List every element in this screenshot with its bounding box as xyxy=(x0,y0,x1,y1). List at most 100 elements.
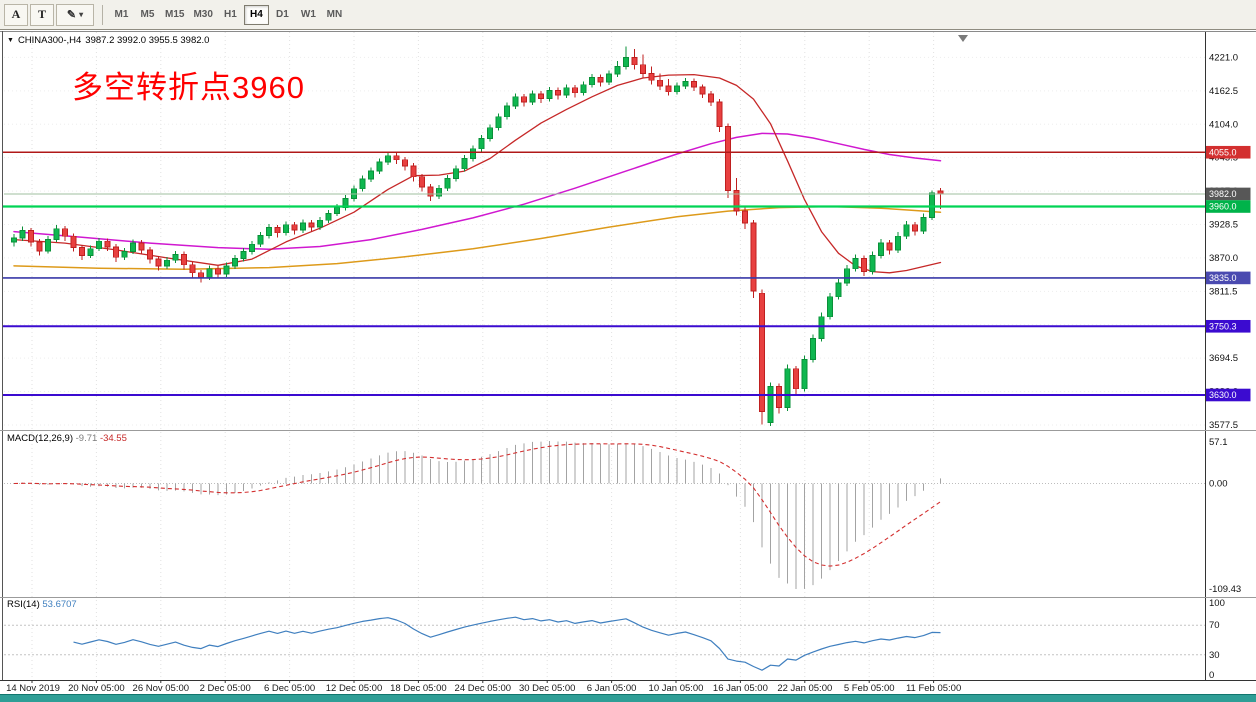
price-tick-label: 3928.5 xyxy=(1209,219,1238,230)
macd-main-value: -9.71 xyxy=(75,433,98,444)
candle-body xyxy=(308,222,315,228)
timeframe-h1[interactable]: H1 xyxy=(218,5,243,25)
candle-body xyxy=(461,158,468,170)
candle-body xyxy=(130,242,136,253)
time-axis-label: 14 Nov 2019 xyxy=(6,683,60,694)
font-tool-button[interactable]: A xyxy=(4,3,28,26)
hlines-layer xyxy=(2,151,1205,396)
candle-body xyxy=(172,254,179,261)
macd-axis-label: -109.43 xyxy=(1209,584,1241,595)
chart-shift-icon[interactable] xyxy=(958,35,968,42)
timeframe-m15[interactable]: M15 xyxy=(161,5,188,25)
candle-body xyxy=(359,178,366,190)
candle-body xyxy=(368,170,374,180)
candle-body xyxy=(580,84,587,94)
candle-body xyxy=(410,165,417,178)
candle-body xyxy=(572,87,578,94)
price-badge xyxy=(1205,271,1251,285)
candle-body xyxy=(138,242,145,251)
candle-body xyxy=(895,235,901,251)
candle-body xyxy=(512,96,519,107)
timeframe-w1[interactable]: W1 xyxy=(296,5,321,25)
time-axis-label: 22 Jan 05:00 xyxy=(777,683,832,694)
candle-body xyxy=(444,178,451,189)
price-tick-label: 4104.0 xyxy=(1209,119,1238,130)
candle-body xyxy=(750,222,757,292)
time-axis: 14 Nov 2019 20 Nov 05:00 26 Nov 05:00 2 Dec… xyxy=(6,680,961,694)
candle-body xyxy=(640,64,646,74)
candle-body xyxy=(495,116,502,129)
rsi-indicator-label: RSI(14) 53.6707 xyxy=(7,599,77,610)
candle-body xyxy=(240,251,247,259)
chart-annotation[interactable]: 多空转折点3960 xyxy=(72,70,305,105)
candle-body xyxy=(699,86,706,95)
candle-body xyxy=(776,386,782,408)
candle-body xyxy=(555,90,561,96)
time-axis-label: 16 Jan 05:00 xyxy=(713,683,768,694)
candle-body xyxy=(419,176,425,188)
candle-body xyxy=(385,155,391,163)
rsi-value: 53.6707 xyxy=(42,599,77,610)
candle-body xyxy=(546,90,553,99)
rsi-panel: 100 70 30 0 xyxy=(4,598,1225,681)
toolbar-separator xyxy=(102,4,103,25)
candle-body xyxy=(402,159,408,167)
drawing-tools-dropdown[interactable]: ✎ ▾ xyxy=(56,3,94,26)
candle-body xyxy=(317,219,323,228)
candle-body xyxy=(19,230,26,239)
candle-body xyxy=(215,268,221,275)
time-axis-label: 30 Dec 05:00 xyxy=(519,683,576,694)
candle-body xyxy=(708,93,714,103)
price-tick-label: 3811.5 xyxy=(1209,286,1237,297)
candle-body xyxy=(614,66,621,75)
rsi-axis-label: 70 xyxy=(1209,620,1220,631)
price-tick-label: 4162.5 xyxy=(1209,86,1238,97)
candle-body xyxy=(334,207,340,214)
symbol-info: ▼ CHINA300-,H4 3987.2 3992.0 3955.5 3982… xyxy=(7,35,209,46)
rsi-axis-label: 30 xyxy=(1209,650,1220,661)
candle-body xyxy=(878,242,884,257)
candle-body xyxy=(155,258,162,267)
price-badge-label: 3630.0 xyxy=(1209,390,1237,400)
timeframe-h4[interactable]: H4 xyxy=(243,4,269,25)
candle-body xyxy=(835,282,842,298)
candle-body xyxy=(121,251,128,258)
timeframe-mn[interactable]: MN xyxy=(322,5,347,25)
candle-body xyxy=(827,296,833,318)
candle-body xyxy=(691,81,697,88)
candle-body xyxy=(87,248,94,257)
symbol-dropdown-icon[interactable]: ▼ xyxy=(7,37,14,44)
macd-axis-label: 57.1 xyxy=(1209,437,1228,448)
candle-body xyxy=(742,210,748,224)
candle-body xyxy=(45,239,51,252)
timeframe-d1[interactable]: D1 xyxy=(270,5,295,25)
price-tick-label: 3870.0 xyxy=(1209,253,1238,264)
taskbar-strip xyxy=(0,694,1256,702)
price-tick-label: 3577.5 xyxy=(1209,420,1238,431)
time-axis-label: 24 Dec 05:00 xyxy=(455,683,512,694)
candle-body xyxy=(844,268,850,284)
text-tool-button[interactable]: T xyxy=(30,3,54,26)
candle-body xyxy=(249,243,255,253)
ohlc-values: 3987.2 3992.0 3955.5 3982.0 xyxy=(85,35,210,46)
candle-body xyxy=(869,255,876,273)
candle-body xyxy=(648,73,655,81)
candle-body xyxy=(767,386,774,423)
candle-body xyxy=(861,258,867,273)
pencil-icon: ✎ xyxy=(66,9,77,21)
candle-body xyxy=(886,242,893,251)
timeframe-m1[interactable]: M1 xyxy=(109,5,134,25)
candle-body xyxy=(929,192,935,218)
frame-layer xyxy=(0,31,1256,681)
candle-body xyxy=(70,235,77,249)
candle-body xyxy=(189,264,196,274)
candle-body xyxy=(733,190,740,212)
timeframe-m30[interactable]: M30 xyxy=(189,5,216,25)
symbol-name: CHINA300-,H4 xyxy=(17,35,82,46)
candle-body xyxy=(36,241,43,252)
timeframe-m5[interactable]: M5 xyxy=(135,5,160,25)
candle-body xyxy=(11,237,17,243)
candle-body xyxy=(623,57,629,67)
candle-body xyxy=(28,230,34,243)
